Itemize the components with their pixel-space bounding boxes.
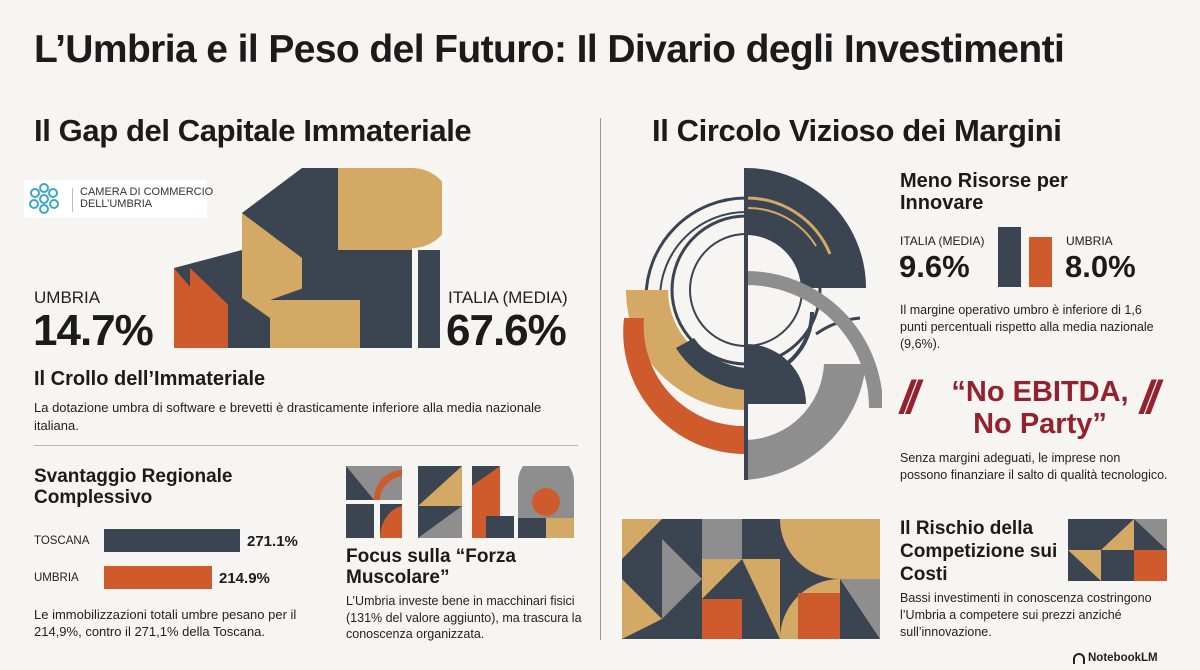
bar-toscana — [104, 529, 240, 552]
senza-margini-text: Senza margini adeguati, le imprese non p… — [900, 451, 1168, 482]
rischio-text: Bassi investimenti in conoscenza costrin… — [900, 591, 1152, 639]
camera-commercio-logo-icon — [29, 183, 59, 214]
umbria-label: UMBRIA — [34, 288, 101, 307]
italia-label: ITALIA (MEDIA) — [448, 288, 568, 307]
focus-text: L’Umbria investe bene in macchinari fisi… — [346, 594, 582, 641]
bar-umbria — [104, 566, 212, 589]
section-title-capitale-immateriale: Il Gap del Capitale Immateriale — [34, 113, 472, 148]
vertical-divider — [600, 118, 601, 640]
bar-umbria-value: 214.9% — [219, 570, 270, 587]
margine-text: Il margine operativo umbro è inferiore d… — [900, 303, 1154, 351]
bar-toscana-label: TOSCANA — [34, 535, 90, 547]
quote-accent-right-icon: // — [1140, 371, 1159, 423]
meno-risorse-title: Meno Risorse per Innovare — [900, 170, 1068, 214]
quote-line-2: No Party” — [973, 408, 1107, 440]
section-title-circolo-vizioso: Il Circolo Vizioso dei Margini — [652, 113, 1062, 148]
italia-media-label: ITALIA (MEDIA) — [900, 234, 985, 248]
svantaggio-title: Svantaggio Regionale Complessivo — [34, 466, 233, 508]
italia-value: 67.6% — [446, 306, 567, 355]
focus-title: Focus sulla “Forza Muscolare” — [346, 546, 516, 588]
rischio-mosaic-icon — [1068, 519, 1167, 581]
mini-bar-umbria — [1029, 237, 1052, 287]
umbria-margin-label: UMBRIA — [1066, 234, 1113, 248]
quote-line-1: “No EBITDA, — [951, 376, 1129, 408]
mini-bar-italia — [998, 227, 1021, 287]
logo-separator — [72, 188, 73, 212]
bar-toscana-value: 271.1% — [247, 533, 298, 550]
notebooklm-logo-icon — [1073, 653, 1085, 664]
svantaggio-text: Le immobilizzazioni totali umbre pesano … — [34, 607, 297, 639]
horizontal-divider — [34, 445, 578, 446]
quote-block: “No EBITDA, No Party” — [940, 376, 1140, 440]
rischio-title: Il Rischio della Competizione sui Costi — [900, 518, 1058, 585]
competizione-mosaic-illustration — [622, 519, 880, 639]
italia-media-value: 9.6% — [899, 249, 970, 284]
umbria-margin-value: 8.0% — [1065, 249, 1136, 284]
forza-muscolare-illustration — [346, 466, 574, 538]
main-title: L’Umbria e il Peso del Futuro: Il Divari… — [34, 28, 1065, 71]
umbria-value: 14.7% — [33, 306, 154, 355]
logo-text: CAMERA DI COMMERCIO DELL’UMBRIA — [80, 186, 213, 210]
immateriale-illustration — [174, 168, 442, 348]
crollo-text: La dotazione umbra di software e brevett… — [34, 400, 542, 433]
circolo-vizioso-illustration — [623, 168, 882, 480]
logo-line-1: CAMERA DI COMMERCIO — [80, 186, 214, 198]
logo-box — [24, 180, 207, 218]
logo-line-2: DELL’UMBRIA — [80, 198, 153, 210]
bar-umbria-label: UMBRIA — [34, 572, 79, 584]
crollo-title: Il Crollo dell’Immateriale — [34, 368, 266, 390]
quote-accent-left-icon: // — [900, 371, 919, 423]
notebooklm-brand: NotebookLM — [1088, 652, 1158, 664]
